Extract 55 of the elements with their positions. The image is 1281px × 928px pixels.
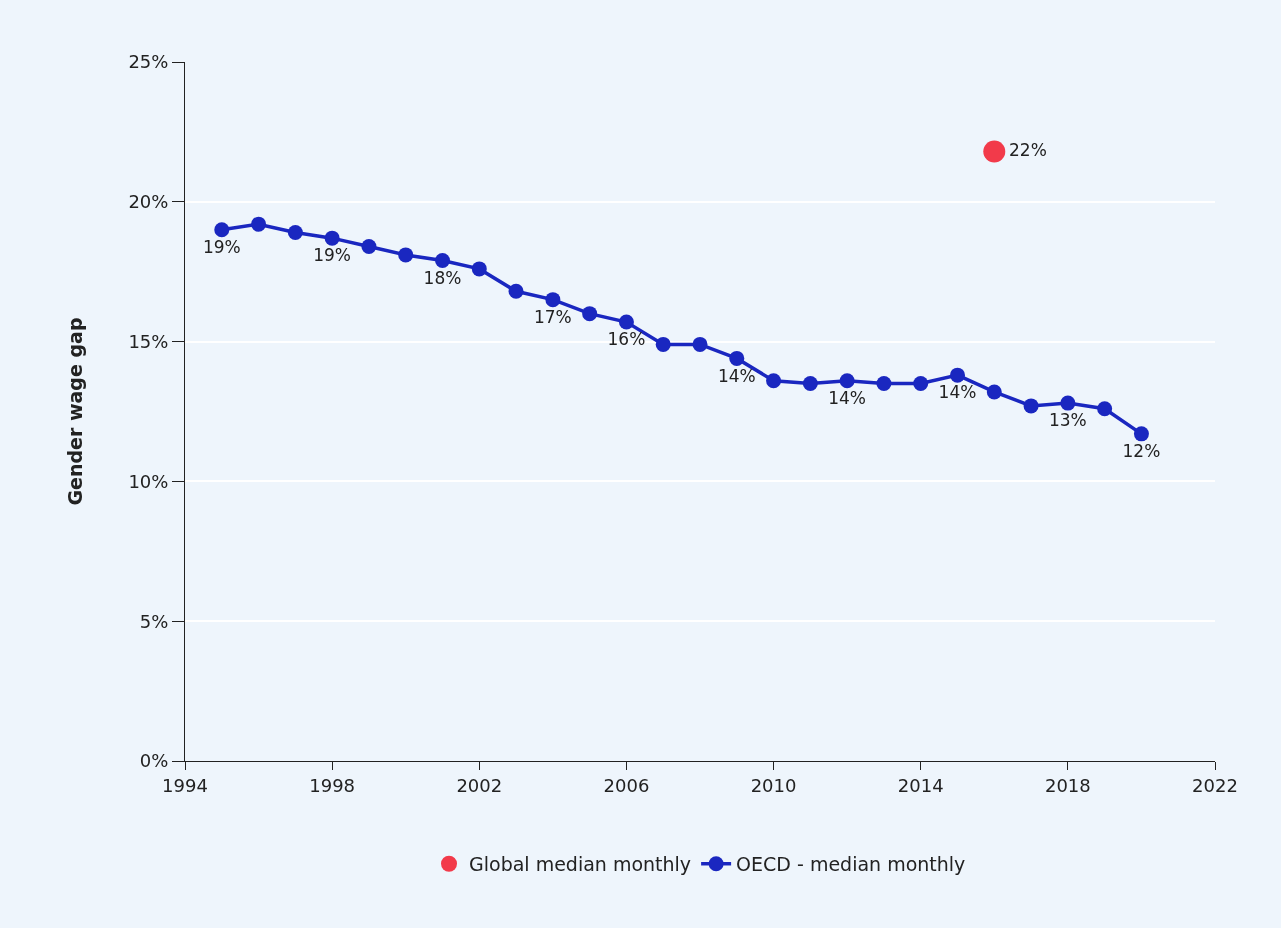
point [1060,395,1076,411]
point [839,373,855,389]
point [692,336,708,352]
data-label: 18% [423,267,462,288]
x-tick-label: 2002 [456,774,503,796]
y-tick-label: 5% [139,610,169,632]
point [1133,426,1149,442]
y-tick-label: 10% [128,470,169,492]
x-tick-label: 1994 [162,774,208,796]
point [986,384,1002,400]
data-label: 14% [938,382,977,403]
point [545,292,561,308]
x-tick-label: 2014 [897,774,944,796]
data-label: 14% [717,365,756,386]
point [398,247,414,263]
point [435,253,450,269]
point [582,306,598,322]
x-tick-label: 1998 [309,774,356,796]
x-tick-label: 2006 [603,774,650,796]
point [729,350,745,366]
x-tick-label: 2022 [1192,774,1238,796]
data-label: 17% [533,306,572,327]
point [618,314,634,330]
x-tick-label: 2018 [1044,774,1091,796]
data-label: 14% [828,387,867,408]
data-label: 19% [202,236,241,257]
point [251,216,267,232]
point [876,376,892,392]
y-tick-label: 0% [139,750,169,772]
point [802,376,818,392]
point [913,376,929,392]
point [214,222,230,238]
point [361,239,377,255]
point [950,367,965,383]
y-tick-label: 20% [128,191,169,213]
point [766,373,782,389]
point [508,283,524,299]
point [655,336,671,352]
point [287,225,303,241]
point [324,230,340,246]
point [471,261,487,277]
data-label: 12% [1122,440,1161,461]
point [1023,398,1039,414]
point [983,140,1006,163]
y-tick-label: 15% [128,330,169,352]
y-axis-title: Gender wage gap [64,317,87,506]
point [1097,401,1113,417]
data-label: 22% [1009,139,1047,160]
data-label: 19% [313,245,352,266]
legend-label: OECD - median monthly [736,853,966,876]
y-tick-label: 25% [128,51,169,73]
x-tick-label: 2010 [750,774,797,796]
data-label: 16% [607,329,646,350]
data-label: 13% [1048,410,1087,431]
legend-label: Global median monthly [469,853,692,876]
